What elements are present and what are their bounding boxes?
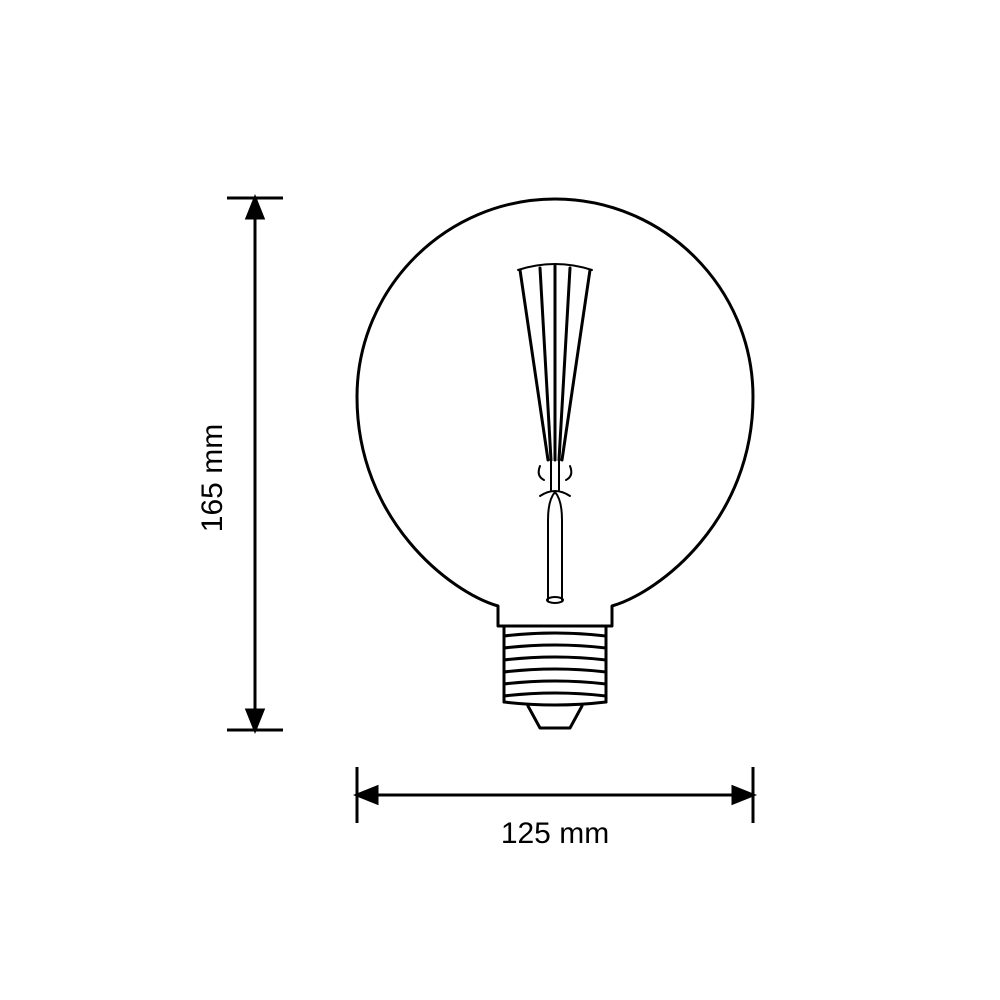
height-label: 165 mm bbox=[196, 424, 229, 532]
width-dimension bbox=[357, 767, 753, 823]
width-label: 125 mm bbox=[501, 817, 609, 850]
bulb-filament bbox=[518, 264, 592, 603]
bulb-tip bbox=[528, 706, 582, 728]
bulb-dimension-diagram: 165 mm 125 mm bbox=[0, 0, 1000, 1000]
bulb-thread bbox=[504, 626, 606, 705]
height-dimension bbox=[227, 198, 283, 730]
